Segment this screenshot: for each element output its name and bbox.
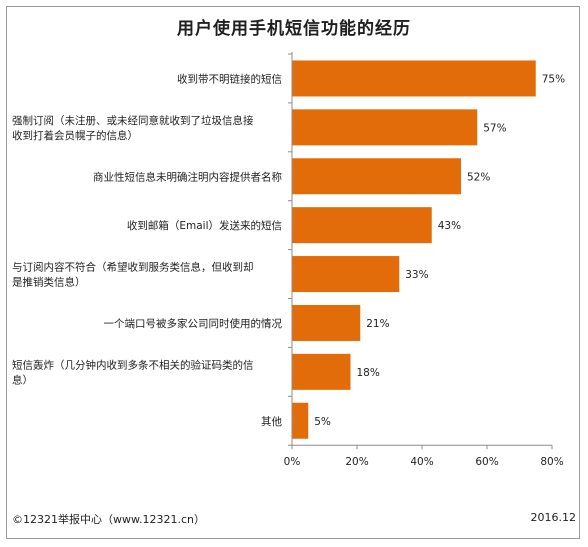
category-label: 其他 xyxy=(261,415,282,428)
value-label: 52% xyxy=(467,171,490,183)
x-tick-label: 80% xyxy=(540,456,563,468)
category-label: 商业性短信息未明确注明内容提供者名称 xyxy=(93,170,282,183)
bar xyxy=(292,207,432,244)
bar xyxy=(292,109,478,146)
source-text: ©12321举报中心（www.12321.cn） xyxy=(12,513,205,526)
value-label: 43% xyxy=(438,220,461,232)
category-label: 收到打着会员幌子的信息） xyxy=(12,129,138,142)
bar xyxy=(292,158,461,195)
category-label: 与订阅内容不符合（希望收到服务类信息，但收到却 xyxy=(12,261,254,274)
value-label: 5% xyxy=(314,416,331,428)
value-label: 18% xyxy=(357,367,380,379)
value-label: 75% xyxy=(542,73,565,85)
bar xyxy=(292,304,361,341)
x-tick-label: 0% xyxy=(284,456,301,468)
bar xyxy=(292,256,400,293)
category-label: 短信轰炸（几分钟内收到多条不相关的验证码类的信 xyxy=(12,358,254,371)
category-label: 是推销类信息） xyxy=(12,276,86,289)
x-tick-label: 40% xyxy=(410,456,433,468)
category-label: 收到带不明链接的短信 xyxy=(177,72,282,85)
category-label: 一个端口号被多家公司同时使用的情况 xyxy=(104,317,283,330)
category-label: 息） xyxy=(12,373,33,386)
bar-chart: 75%收到带不明链接的短信57%强制订阅（未注册、或未经同意就收到了垃圾信息接收… xyxy=(12,52,565,468)
bar xyxy=(292,402,309,439)
x-tick-label: 60% xyxy=(475,456,498,468)
category-label: 强制订阅（未注册、或未经同意就收到了垃圾信息接 xyxy=(12,114,254,127)
value-label: 21% xyxy=(366,318,389,330)
category-label: 收到邮箱（Email）发送来的短信 xyxy=(127,219,282,232)
bar xyxy=(292,60,536,97)
x-tick-label: 20% xyxy=(345,456,368,468)
bar xyxy=(292,353,351,390)
chart-title: 用户使用手机短信功能的经历 xyxy=(177,19,411,39)
value-label: 57% xyxy=(483,122,506,134)
date-text: 2016.12 xyxy=(530,511,577,524)
value-label: 33% xyxy=(405,269,428,281)
